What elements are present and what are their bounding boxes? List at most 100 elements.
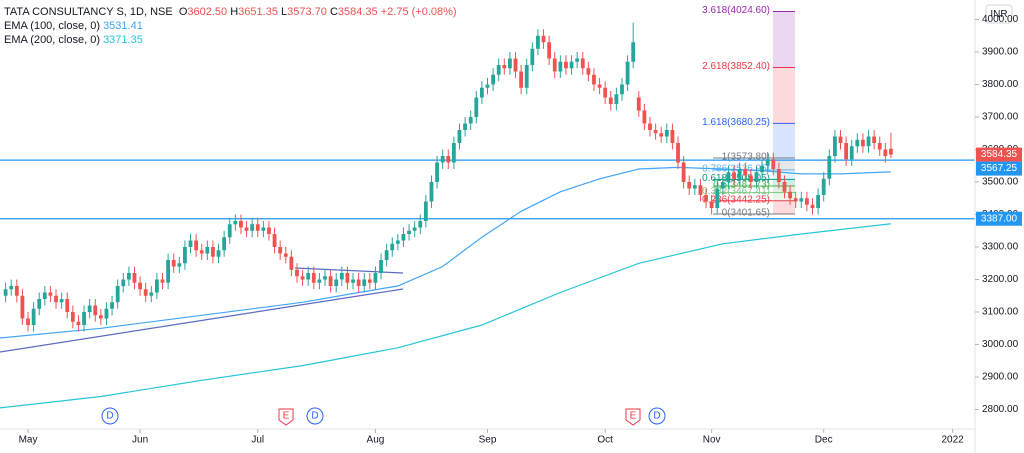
candle-body: [698, 185, 703, 195]
candle-body: [429, 182, 434, 202]
candle-body: [625, 61, 630, 85]
candle-body: [821, 178, 826, 195]
candle-body: [82, 312, 86, 325]
candle-body: [676, 143, 680, 163]
fib-label: 0(3401.65): [722, 208, 770, 219]
trend-line: [0, 288, 404, 353]
ema-line: [0, 223, 891, 409]
candle-body: [379, 260, 383, 273]
candle-body: [143, 289, 148, 296]
candle-body: [732, 172, 736, 179]
candle-body: [76, 321, 81, 325]
fib-label: 0.618(3508.05): [702, 173, 770, 184]
candle-body: [272, 234, 277, 247]
candle-body: [715, 188, 720, 208]
fib-zone: [773, 11, 795, 68]
candle-body: [838, 136, 843, 143]
candle-body: [317, 279, 322, 283]
candle-body: [536, 35, 540, 49]
fib-label: 2.618(3852.40): [702, 61, 770, 72]
x-tick-label: Jun: [132, 435, 148, 446]
candle-body: [412, 227, 417, 231]
candle-body: [451, 143, 456, 163]
y-tick-label: 2800.00: [982, 404, 1019, 415]
fib-label: 0.382(3467.41): [702, 186, 770, 197]
ohlc-legend: O3602.50 H3651.35 L3573.70 C3584.35: [179, 6, 381, 18]
candle-body: [295, 269, 299, 277]
candle-body: [547, 42, 552, 59]
candle-body: [306, 273, 311, 280]
fib-label: 1.618(3680.25): [702, 117, 770, 128]
legend: TATA CONSULTANCY S, 1D, NSE O3602.50 H36…: [4, 5, 457, 47]
candle-body: [373, 273, 378, 283]
candle-body: [552, 58, 557, 72]
candle-body: [620, 84, 624, 95]
x-tick-label: Sep: [479, 435, 497, 446]
candle-body: [211, 247, 215, 257]
candle-body: [401, 234, 406, 241]
candle-body: [311, 273, 316, 283]
candle-body: [586, 68, 591, 75]
candle-body: [833, 136, 837, 156]
candle-body: [435, 162, 439, 182]
price-tag: [976, 211, 1022, 226]
x-tick-label: Dec: [815, 435, 833, 446]
fib-label: 3.618(4024.60): [702, 5, 770, 16]
candle-body: [65, 299, 70, 312]
candle-body: [760, 165, 764, 173]
candle-body: [603, 87, 608, 98]
candle-body: [244, 227, 249, 231]
event-label: E: [283, 411, 290, 422]
ohlc-prefix: C: [329, 6, 338, 18]
foreground-layer: [0, 22, 893, 409]
y-tick-label: 3700.00: [982, 112, 1019, 123]
candle-body: [334, 279, 339, 286]
candle-body: [575, 58, 580, 62]
candle-body: [110, 302, 114, 309]
candle-body: [367, 279, 372, 283]
candle-body: [250, 224, 255, 231]
candle-body: [93, 305, 98, 316]
fib-label: 1(3573.80): [722, 152, 770, 163]
candle-body: [580, 58, 585, 69]
candle-body: [664, 130, 669, 137]
candle-body: [687, 182, 692, 189]
price-tag: [976, 147, 1022, 162]
candle-body: [104, 308, 109, 319]
candle-body: [502, 65, 507, 69]
fib-zone: [773, 123, 795, 159]
legend-row: TATA CONSULTANCY S, 1D, NSE O3602.50 H36…: [4, 5, 457, 19]
ohlc-value: 3584.35: [337, 6, 378, 18]
fib-label: 0.5(3487.73): [713, 180, 770, 191]
ema-name: EMA (100, close, 0): [4, 20, 100, 32]
candle-body: [681, 162, 686, 182]
candle-body: [48, 292, 53, 296]
candle-body: [115, 286, 120, 303]
candle-body: [799, 198, 804, 202]
fib-label: 0.236(3442.25): [702, 194, 770, 205]
candle-body: [569, 61, 574, 69]
candle-body: [59, 299, 64, 303]
candle-body: [255, 224, 260, 231]
event-marker: [648, 407, 666, 425]
candle-body: [42, 292, 47, 299]
x-tick-label: Oct: [597, 435, 613, 446]
fib-zone: [773, 67, 795, 124]
candle-body: [642, 110, 647, 124]
candle-body: [631, 42, 636, 62]
y-tick-label: 3500.00: [982, 177, 1019, 188]
last-price-label: 3584.35: [981, 149, 1018, 160]
candle-body: [889, 148, 893, 155]
candle-body: [793, 198, 798, 202]
candle-body: [692, 185, 697, 189]
candle-body: [670, 130, 675, 143]
candle-body: [233, 221, 238, 225]
event-label: E: [630, 411, 637, 422]
currency-button[interactable]: [985, 4, 1013, 24]
candle-body: [648, 123, 652, 130]
candle-body: [222, 237, 227, 251]
candle-body: [98, 315, 103, 319]
price-tag: [976, 161, 1022, 176]
